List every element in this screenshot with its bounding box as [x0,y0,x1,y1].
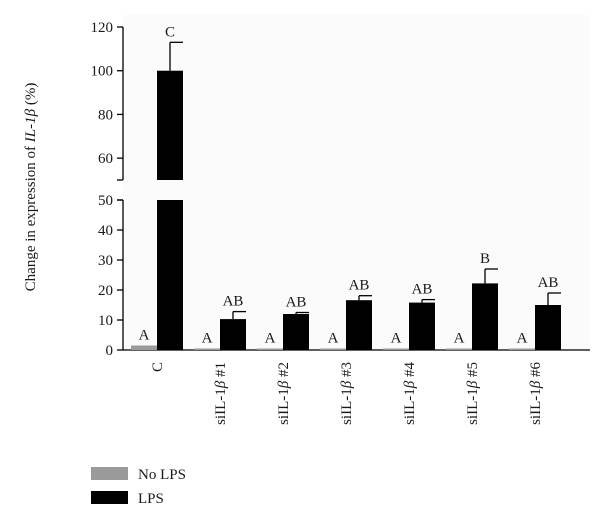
bar-no-lps [194,348,220,350]
significance-label: A [139,328,150,344]
y-tick-label: 120 [91,20,114,36]
plot-background [123,15,590,350]
bar-lps [346,300,372,350]
bar-no-lps [257,348,283,350]
bar-lps [409,302,435,350]
significance-label: C [165,24,175,40]
significance-label: AB [223,294,244,310]
bar-lps-upper [157,70,183,180]
category-label: siIL-1β #4 [402,362,418,425]
significance-label: A [517,331,528,347]
legend-swatch-lps [91,491,128,504]
legend-label-no-lps: No LPS [138,467,186,483]
y-tick-label: 60 [98,151,113,167]
bar-lps [535,305,561,350]
significance-label: A [265,331,276,347]
bar-no-lps [509,348,535,350]
category-label: siIL-1β #6 [528,362,544,425]
significance-label: AB [412,282,433,298]
category-label: siIL-1β #2 [276,362,292,425]
bar-no-lps [446,348,472,350]
bar-lps [472,283,498,350]
significance-label: A [202,331,213,347]
legend-label-lps: LPS [138,491,164,507]
bar-no-lps [383,348,409,350]
significance-label: AB [538,275,559,291]
y-tick-label: 40 [98,223,113,239]
significance-label: AB [286,295,307,311]
y-tick-label: 80 [98,107,113,123]
bar-no-lps [320,348,346,350]
bar-lps [220,319,246,350]
y-tick-label: 0 [106,343,114,359]
category-label: siIL-1β #1 [213,362,229,425]
category-label: siIL-1β #5 [465,362,481,425]
bar-lps [283,314,309,350]
significance-label: A [328,331,339,347]
y-axis-label: Change in expression of IL-1β (%) [23,83,39,292]
significance-label: AB [349,278,370,294]
significance-label: A [391,331,402,347]
significance-label: B [480,251,490,267]
bar-lps [157,200,183,350]
legend-swatch-no-lps [91,467,128,480]
category-label: C [150,362,166,372]
significance-label: A [454,331,465,347]
y-tick-label: 10 [98,313,113,329]
category-label: siIL-1β #3 [339,362,355,425]
y-tick-label: 20 [98,283,113,299]
y-tick-label: 100 [91,64,114,80]
y-tick-label: 50 [98,193,113,209]
bar-no-lps [131,345,157,350]
y-tick-label: 30 [98,253,113,269]
